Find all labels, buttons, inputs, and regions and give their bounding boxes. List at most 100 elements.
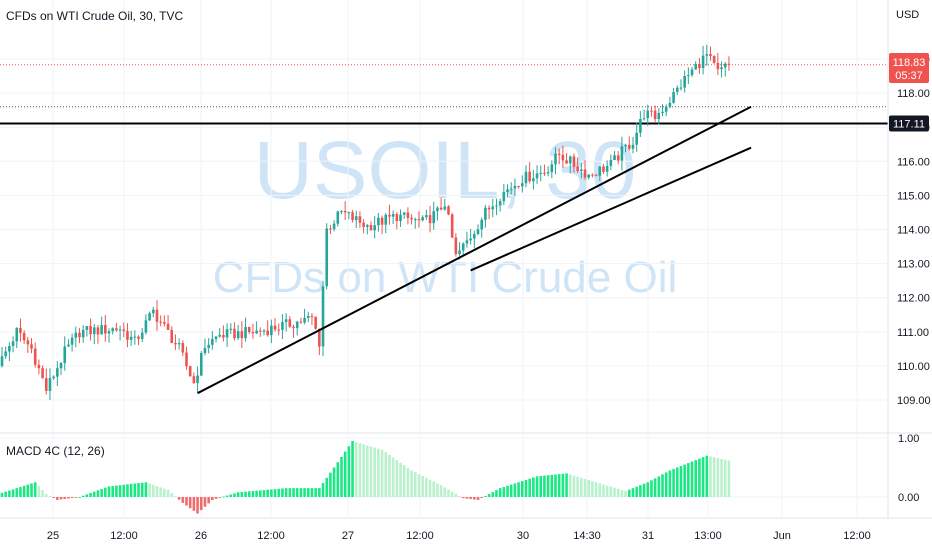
histogram-bar [443, 487, 447, 497]
candle [96, 324, 100, 344]
candle-body [484, 207, 487, 220]
candle [395, 212, 399, 230]
histogram-bar [366, 445, 369, 497]
candle [709, 46, 712, 61]
candle [528, 162, 531, 184]
histogram-bar [535, 476, 539, 497]
histogram-bar [613, 487, 616, 497]
candle [576, 157, 579, 173]
candle [92, 323, 96, 344]
candle [100, 316, 103, 335]
horizontal-levels[interactable] [0, 64, 888, 125]
candle [67, 339, 70, 348]
candle-body [63, 346, 67, 363]
candle [428, 206, 432, 233]
bar-countdown: 05:37 [895, 70, 923, 82]
candle-body [199, 353, 203, 376]
currency-label: USD [896, 9, 919, 21]
candle-body [74, 332, 78, 338]
candle-body [52, 376, 55, 379]
price-axis[interactable]: 109.00 110.00 111.00 112.00 113.00 114.00 115.… [897, 54, 931, 407]
candle [284, 313, 288, 332]
histogram-bar [247, 491, 251, 497]
candle-body [568, 156, 572, 164]
candle [391, 210, 395, 225]
histogram-bar [137, 483, 140, 497]
candle-body [528, 171, 531, 182]
histogram-bar [188, 497, 192, 509]
histogram-bar [675, 467, 679, 497]
histogram-bar [391, 457, 395, 497]
candle [303, 308, 306, 325]
histogram-bar [259, 490, 262, 497]
histogram-bar [89, 493, 92, 497]
candle-body [22, 333, 26, 341]
histogram-bar [281, 488, 284, 497]
price-candles[interactable] [0, 44, 731, 400]
histogram-bar [151, 484, 155, 497]
candle-body [321, 286, 325, 347]
time-tick-label: 26 [195, 530, 207, 542]
candle-body [698, 64, 701, 69]
candle-body [284, 319, 288, 323]
candle [495, 198, 498, 216]
histogram-bar [277, 488, 281, 497]
candle-body [661, 111, 664, 114]
candle-body [461, 243, 465, 251]
candle [447, 205, 450, 216]
macd-axis[interactable]: 0.00 1.00 [898, 433, 919, 504]
candle [229, 323, 233, 334]
histogram-bar [528, 478, 531, 497]
candle [668, 96, 672, 109]
histogram-bar [727, 460, 731, 497]
candle-body [177, 343, 181, 345]
histogram-bar [484, 496, 487, 497]
time-axis[interactable]: 25 12:00 26 12:00 27 12:00 30 14:30 31 13:00 Jun 12… [47, 530, 871, 542]
candle [716, 52, 720, 75]
candle-body [30, 344, 33, 349]
candle [329, 224, 332, 234]
chart-title: CFDs on WTI Crude Oil, 30, TVC [6, 9, 183, 23]
histogram-bar [11, 489, 15, 497]
time-tick-label: 14:30 [573, 530, 601, 542]
candle-body [70, 337, 74, 345]
candle-body [450, 214, 454, 238]
candle-body [347, 212, 351, 214]
candle [406, 207, 410, 225]
macd-histogram[interactable] [0, 440, 731, 514]
histogram-bar [720, 458, 723, 497]
candle-body [557, 153, 561, 155]
candle [340, 210, 343, 215]
candle [199, 351, 203, 377]
histogram-bar [532, 477, 535, 497]
candle [587, 173, 591, 180]
candle [461, 242, 465, 256]
histogram-bar [687, 463, 690, 497]
candle [513, 178, 517, 197]
candle-body [236, 331, 240, 339]
histogram-bar [587, 480, 591, 497]
histogram-bar [417, 474, 421, 497]
histogram-bar [487, 494, 491, 497]
candle-body [635, 132, 638, 145]
candle [26, 336, 30, 353]
histogram-bar [325, 477, 329, 497]
candle-body [233, 328, 236, 339]
histogram-bar [295, 488, 299, 497]
candle [48, 368, 52, 400]
candle [727, 56, 731, 71]
candle [181, 340, 185, 357]
histogram-bar [41, 490, 44, 497]
candle-body [458, 250, 461, 254]
candle-body [473, 234, 476, 239]
histogram-bar [8, 490, 11, 497]
candle [306, 311, 310, 323]
trend-lines[interactable] [197, 105, 752, 395]
candle-body [687, 75, 690, 77]
histogram-bar [476, 497, 480, 500]
candle [56, 361, 59, 386]
histogram-bar [329, 472, 332, 497]
level-price-value: 117.11 [893, 118, 925, 130]
histogram-bar [85, 494, 89, 497]
